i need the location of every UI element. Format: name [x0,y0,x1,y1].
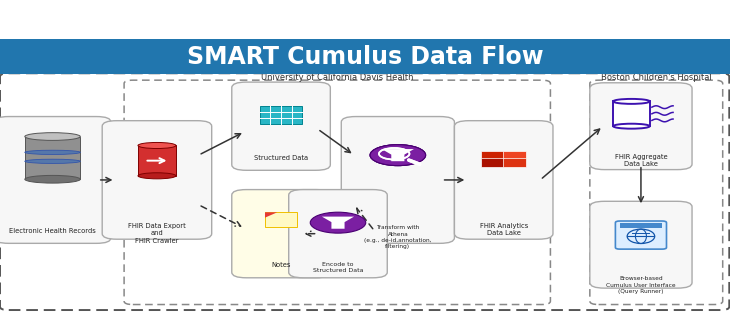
FancyBboxPatch shape [590,83,692,169]
Polygon shape [138,146,176,176]
FancyBboxPatch shape [265,212,297,227]
FancyBboxPatch shape [342,117,454,243]
Ellipse shape [138,142,176,148]
Circle shape [370,145,426,166]
Text: Browser-based
Cumulus User Interface
(Query Runner): Browser-based Cumulus User Interface (Qu… [606,277,676,294]
Circle shape [310,212,366,233]
Circle shape [370,145,426,166]
Text: Notes: Notes [272,262,291,268]
Polygon shape [382,149,414,161]
Text: Encode to
Structured Data: Encode to Structured Data [312,262,364,273]
Ellipse shape [25,150,80,154]
Text: FHIR Data Export
and
FHIR Crawler: FHIR Data Export and FHIR Crawler [128,223,186,244]
FancyBboxPatch shape [260,106,302,124]
FancyBboxPatch shape [232,82,330,170]
FancyBboxPatch shape [454,121,553,239]
FancyBboxPatch shape [0,39,730,74]
Text: SMART Cumulus Data Flow: SMART Cumulus Data Flow [187,45,543,69]
FancyBboxPatch shape [232,190,330,278]
FancyBboxPatch shape [289,190,387,278]
FancyBboxPatch shape [590,201,692,288]
Text: Transform with
Athena
(e.g., de-id,annotation,
filtering): Transform with Athena (e.g., de-id,annot… [364,226,431,249]
Ellipse shape [613,124,650,129]
Text: FHIR Aggregate
Data Lake: FHIR Aggregate Data Lake [615,154,667,167]
Ellipse shape [613,99,650,104]
Ellipse shape [25,175,80,183]
Text: University of California Davis Health: University of California Davis Health [261,73,413,82]
Circle shape [370,145,426,166]
FancyBboxPatch shape [503,158,526,167]
Ellipse shape [25,159,80,163]
FancyBboxPatch shape [481,158,504,167]
Polygon shape [322,217,354,229]
FancyBboxPatch shape [620,223,662,228]
Polygon shape [265,212,277,218]
Text: FHIR Analytics
Data Lake: FHIR Analytics Data Lake [480,223,528,236]
FancyBboxPatch shape [102,121,212,239]
FancyBboxPatch shape [481,151,504,160]
Polygon shape [613,101,650,126]
Ellipse shape [138,173,176,179]
Text: Electronic Health Records: Electronic Health Records [9,228,96,234]
FancyBboxPatch shape [615,221,666,249]
FancyBboxPatch shape [0,117,111,243]
Text: Structured Data: Structured Data [254,155,308,161]
Polygon shape [25,136,80,179]
Ellipse shape [25,133,80,140]
Text: Boston Children's Hospital: Boston Children's Hospital [601,73,712,82]
FancyBboxPatch shape [503,151,526,160]
